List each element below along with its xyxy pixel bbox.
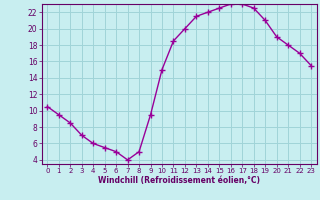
X-axis label: Windchill (Refroidissement éolien,°C): Windchill (Refroidissement éolien,°C) [98,176,260,185]
